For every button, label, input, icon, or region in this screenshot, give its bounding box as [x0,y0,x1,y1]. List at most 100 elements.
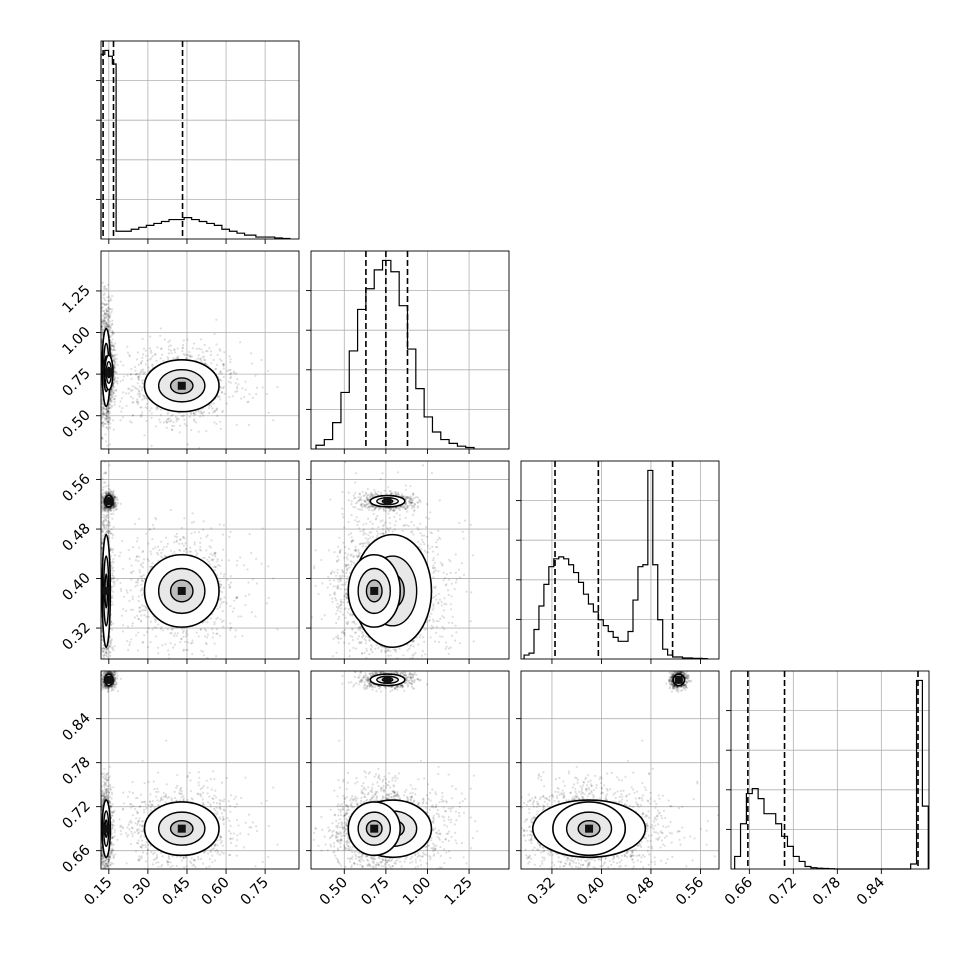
sample-point [101,503,104,506]
sample-point [106,529,109,532]
sample-point [169,349,172,352]
sample-point [218,378,221,381]
sample-point [167,418,170,421]
sample-point [141,398,144,401]
sample-point [101,496,103,499]
sample-point [185,353,188,356]
sample-point [102,309,105,313]
sample-point [139,575,142,578]
sample-point [129,641,132,644]
sample-point [111,506,114,509]
sample-point [141,593,144,597]
sample-point [248,393,251,396]
sample-point [182,339,185,342]
sample-point [239,556,242,559]
sample-point [107,529,110,532]
sample-point [213,402,216,405]
sample-point [101,424,104,427]
sample-point [102,516,105,519]
sample-point [171,626,175,629]
sample-point [207,560,210,563]
sample-point [164,643,167,646]
sample-point [102,647,105,650]
sample-point [137,401,140,404]
sample-point [197,410,200,413]
sample-point [165,421,168,424]
sample-point [216,616,219,619]
sample-point [111,622,114,625]
sample-point [101,328,104,331]
sample-point [128,387,131,390]
sample-point [103,285,106,288]
sample-point [106,522,109,525]
sample-point [236,595,239,599]
sample-point [105,493,108,496]
sample-point [103,317,106,320]
sample-point [173,349,176,352]
panel-1-0: 0.500.751.001.25 [60,250,300,454]
sample-point [107,487,110,490]
sample-point [154,617,157,621]
sample-point [172,421,175,424]
sample-point [137,378,140,381]
sample-point [113,377,116,381]
sample-point [128,643,131,647]
sample-point [160,626,163,629]
sample-point [139,571,142,574]
sample-point [149,550,152,553]
sample-point [102,323,105,327]
sample-point [112,355,115,358]
sample-point [113,505,116,508]
sample-point [107,532,110,535]
sample-point [150,349,153,352]
sample-point [228,369,231,372]
sample-point [213,332,216,335]
sample-point [106,408,109,411]
sample-point [113,398,116,401]
sample-point [103,303,106,306]
sample-point [139,371,142,374]
sample-point [233,599,236,602]
sample-point [110,490,113,493]
sample-point [248,423,251,427]
sample-point [113,498,116,501]
sample-point [102,407,105,411]
sample-point [228,535,231,539]
sample-point [187,354,190,357]
sample-point [129,395,133,398]
sample-point [114,503,117,506]
sample-point [214,552,217,555]
sample-point [234,635,237,638]
sample-point [126,640,129,643]
sample-point [102,534,105,537]
sample-point [139,589,142,592]
sample-point [126,351,130,354]
sample-point [113,363,116,366]
sample-point [112,649,115,652]
sample-point [113,386,116,389]
sample-point [129,373,132,376]
sample-point [216,408,219,411]
sample-point [108,508,111,511]
sample-point [181,415,185,418]
sample-point [102,494,106,498]
sample-point [113,368,116,371]
sample-point [189,411,192,414]
sample-point [112,492,115,495]
sample-point [131,598,134,601]
sample-point [106,325,109,328]
sample-point [101,541,104,545]
sample-point [170,352,173,355]
sample-point [103,461,107,463]
sample-point [103,653,107,656]
sample-point [102,654,105,657]
sample-point [107,406,110,409]
sample-point [104,509,107,512]
sample-point [144,371,147,374]
sample-point [105,414,108,417]
sample-point [111,331,114,334]
sample-point [199,338,203,341]
sample-point [208,404,211,407]
sample-point [137,617,140,620]
sample-point [165,545,168,548]
